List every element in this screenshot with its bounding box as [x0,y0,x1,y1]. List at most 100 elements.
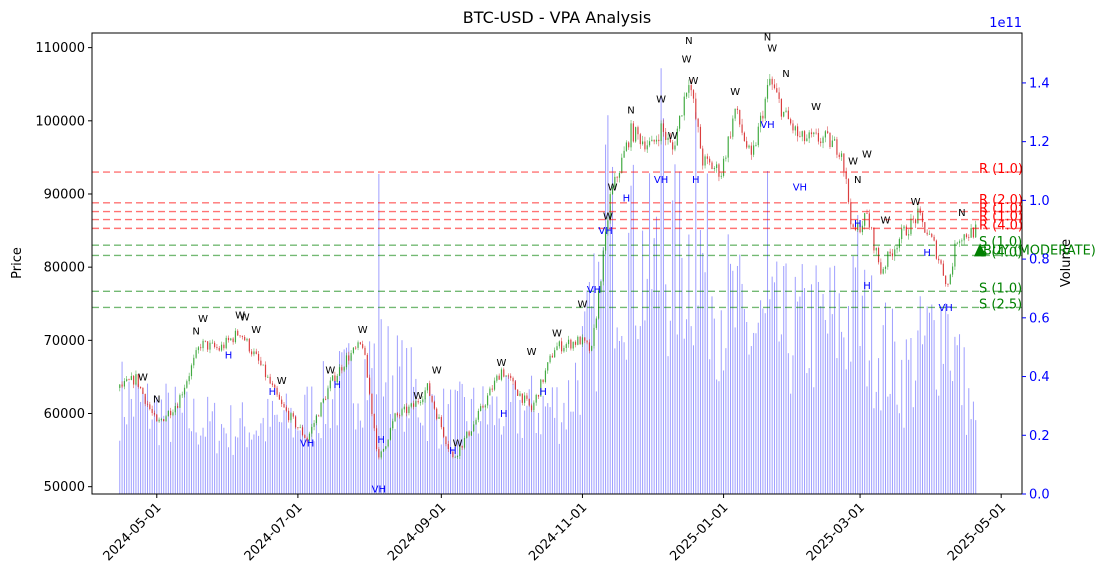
candle-body [322,398,324,403]
candle-body [674,145,676,150]
candle-body [780,98,783,117]
candle-body [852,224,854,227]
annotation-w: W [603,212,613,223]
candle-body [264,364,267,378]
annotation-vh: VH [760,120,774,131]
volume-bar [773,282,775,494]
volume-bars [119,68,977,495]
volume-bar [466,421,468,494]
volume-bar [274,414,276,494]
candle-body [836,139,838,155]
volume-bar [271,400,273,494]
volume-bar [963,347,965,494]
candle-body [801,131,803,137]
volume-bar [947,314,949,494]
candle-body [225,337,227,349]
candle-body [584,337,586,341]
volume-bar [181,412,183,494]
candle-body [366,354,368,378]
candle-body [385,446,387,449]
candle-body [375,428,378,450]
volume-bar [771,276,773,494]
volume-bar [764,313,766,494]
volume-bar [579,414,581,494]
volume-bar [609,206,611,494]
volume-bar [653,238,655,494]
annotation-h: H [377,435,385,446]
volume-bar [965,434,967,494]
candle-body [530,405,533,411]
resistance-label: R (2.0) [979,193,1023,208]
candle-body [764,98,766,119]
y2-tick-label: 0.2 [1029,429,1050,444]
annotation-w: W [862,149,872,160]
candle-body [350,353,352,361]
candle-body [806,138,808,142]
candle-body [639,134,641,145]
volume-bar [514,380,516,494]
volume-bar [327,387,329,494]
candle-body [859,223,861,233]
volume-bar [628,232,630,494]
candle-body [600,281,602,292]
annotation-n: N [685,36,692,47]
candle-body [403,406,405,410]
volume-bar [938,395,940,494]
candle-body [329,380,331,389]
volume-bar [741,283,743,494]
volume-bar [903,427,905,494]
volume-bar [838,293,840,494]
candle-body [466,431,468,438]
volume-bar [572,411,574,494]
candle-body [736,108,739,110]
candle-body [406,406,408,414]
candle-body [306,437,308,441]
volume-bar [734,327,736,494]
annotation-w: W [497,358,507,369]
candle-body [558,341,560,347]
candle-body [288,410,290,421]
volume-bar [730,263,732,494]
candle-body [827,131,829,133]
volume-bar [255,430,257,494]
volume-bar [510,401,512,494]
candle-body [614,176,616,188]
annotation-w: W [527,347,537,358]
candle-body [139,386,142,388]
candle-body [142,387,144,394]
candle-body [919,208,921,214]
candle-body [743,132,745,142]
volume-bar [503,426,505,494]
volume-bar [424,397,426,494]
resistance-label: R (4.0) [979,218,1023,233]
annotation-w: W [911,197,921,208]
volume-bar [672,200,674,494]
volume-bar [919,296,921,494]
candle-body [685,92,688,97]
candle-body [151,409,153,414]
candle-body [167,410,169,417]
volume-bar [595,391,597,494]
annotation-h: H [539,387,547,398]
volume-bar [385,382,387,494]
volume-bar [542,395,544,494]
candle-body [281,399,283,404]
volume-bar [160,399,162,494]
volume-bar [787,353,789,494]
volume-bar [537,412,539,494]
candle-body [130,376,132,380]
y2-offset-text: 1e11 [989,16,1022,31]
annotation-w: W [811,102,821,113]
candle-body [505,375,507,377]
candle-body [641,141,644,145]
candle-body [681,115,683,117]
volume-bar [521,437,523,494]
volume-bar [350,355,352,494]
volume-bar [457,391,459,494]
volume-bar [232,454,234,494]
candle-body [216,347,218,349]
candle-body [762,115,764,119]
volume-bar [126,424,128,494]
candle-body [417,401,419,403]
annotation-w: W [881,215,891,226]
